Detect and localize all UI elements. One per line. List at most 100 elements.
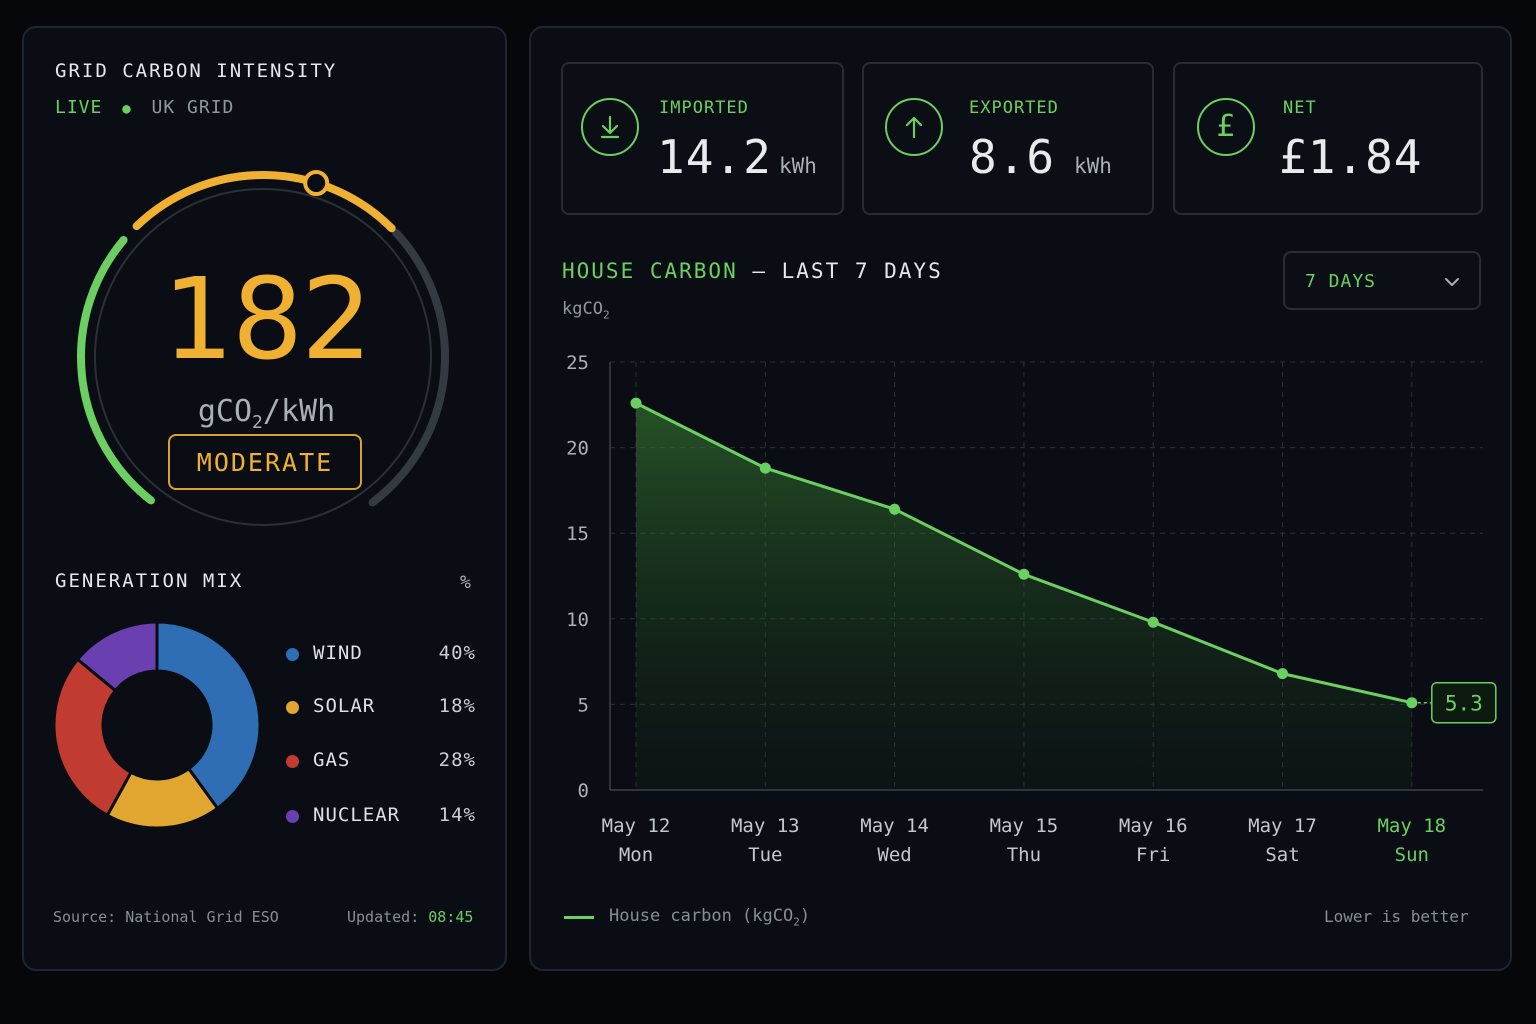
- generation-mix-donut: [54, 620, 262, 830]
- net-card: £ NET £1.84: [1173, 62, 1483, 215]
- live-indicator: LIVE ● UK GRID: [55, 97, 234, 118]
- range-dropdown[interactable]: 7 DAYS: [1283, 251, 1481, 310]
- updated-time: 08:45: [428, 908, 474, 926]
- chevron-down-icon: [1445, 278, 1459, 286]
- x-tick-label: May 18: [1377, 815, 1446, 837]
- y-tick-label: 5: [578, 694, 589, 716]
- x-tick-label: May 14: [860, 815, 929, 837]
- unit-suffix: /kWh: [262, 394, 336, 429]
- chart-legend-label: House carbon (kgCO2): [609, 906, 810, 928]
- x-tick-sublabel: Fri: [1136, 844, 1170, 866]
- gauge-arc-moderate: [132, 171, 396, 233]
- callout-box: [1431, 681, 1497, 724]
- y-unit-sub: 2: [602, 308, 610, 322]
- data-point: [630, 397, 642, 409]
- wind-dot-icon: [286, 648, 299, 661]
- donut-slice-wind: [155, 620, 262, 811]
- data-point: [1018, 568, 1030, 580]
- data-source: Source: National Grid ESO: [53, 908, 279, 926]
- status-badge: MODERATE: [168, 434, 362, 490]
- intensity-unit: gCO2/kWh: [24, 394, 509, 433]
- y-tick-label: 25: [566, 352, 589, 374]
- live-dot-icon: ●: [122, 101, 132, 117]
- data-point: [1147, 616, 1159, 628]
- x-tick-label: May 12: [602, 815, 671, 837]
- legend-item-solar: SOLAR 18%: [286, 695, 476, 719]
- grid-intensity-title: GRID CARBON INTENSITY: [55, 60, 338, 82]
- y-tick-label: 15: [566, 523, 589, 545]
- chart-title: HOUSE CARBON — LAST 7 DAYS: [562, 259, 943, 283]
- x-tick-label: May 13: [731, 815, 800, 837]
- arrow-down-icon: [581, 98, 639, 156]
- legend-sub: 2: [793, 915, 800, 929]
- x-tick-label: May 17: [1248, 815, 1317, 837]
- legend-label: SOLAR: [313, 695, 376, 717]
- updated-label: Updated:: [347, 908, 429, 926]
- chart-title-range: — LAST 7 DAYS: [737, 259, 943, 283]
- legend-label: WIND: [313, 642, 363, 664]
- generation-mix-unit: %: [460, 572, 471, 593]
- generation-mix-title: GENERATION MIX: [55, 570, 244, 592]
- x-tick-label: May 16: [1119, 815, 1188, 837]
- exported-card: EXPORTED 8.6 kWh: [862, 62, 1154, 215]
- callout-value: 5.3: [1445, 692, 1483, 716]
- x-tick-sublabel: Thu: [1007, 844, 1041, 866]
- legend-item-nuclear: NUCLEAR 14%: [286, 804, 476, 828]
- chart-note: Lower is better: [1324, 907, 1469, 926]
- live-label: LIVE: [55, 97, 103, 118]
- imported-unit: kWh: [779, 154, 817, 178]
- data-point: [759, 462, 771, 474]
- exported-value: 8.6: [969, 130, 1056, 184]
- y-tick-label: 10: [566, 609, 589, 631]
- legend-value: 18%: [438, 695, 476, 717]
- imported-card: IMPORTED 14.2 kWh: [561, 62, 844, 215]
- house-carbon-chart: 0 5 10 15 20 25 May 12 Mon May 13 Tue May 14 Wed May…: [566, 352, 1497, 866]
- y-tick-label: 20: [566, 438, 589, 460]
- legend-item-wind: WIND 40%: [286, 642, 476, 666]
- legend-value: 28%: [438, 749, 476, 771]
- nuclear-dot-icon: [286, 810, 299, 823]
- unit-sub: 2: [252, 412, 263, 433]
- x-tick-sublabel: Sat: [1265, 844, 1299, 866]
- unit-prefix: gCO: [197, 394, 253, 429]
- gauge-track-high: [368, 228, 449, 507]
- gauge-inner-ring: [94, 188, 432, 526]
- donut-slice-nuclear: [75, 620, 159, 693]
- house-carbon-panel: IMPORTED 14.2 kWh EXPORTED 8.6 kWh £ NET…: [529, 26, 1512, 971]
- arrow-up-icon: [885, 98, 943, 156]
- y-tick-label: 0: [578, 780, 589, 802]
- chart-title-main: HOUSE CARBON: [562, 259, 738, 283]
- intensity-gauge: [77, 170, 449, 526]
- exported-label: EXPORTED: [969, 98, 1059, 118]
- x-tick-sublabel: Sun: [1395, 844, 1429, 866]
- legend-line-icon: [564, 916, 594, 919]
- gas-dot-icon: [286, 755, 299, 768]
- range-dropdown-label: 7 DAYS: [1305, 271, 1377, 292]
- net-label: NET: [1283, 98, 1317, 118]
- imported-value: 14.2: [657, 130, 772, 184]
- last-value-callout: 5.3: [1417, 681, 1497, 724]
- pound-icon: £: [1197, 98, 1255, 156]
- legend-item-gas: GAS 28%: [286, 749, 476, 773]
- intensity-value: 182: [162, 255, 373, 385]
- legend-label: NUCLEAR: [313, 804, 401, 826]
- legend-prefix: House carbon (kgCO: [609, 906, 794, 926]
- gauge-marker-icon: [303, 170, 330, 196]
- x-tick-sublabel: Tue: [748, 844, 782, 866]
- x-tick-label: May 15: [990, 815, 1059, 837]
- donut-slice-gas: [54, 657, 134, 818]
- x-tick-sublabel: Wed: [877, 844, 911, 866]
- legend-suffix: ): [799, 906, 811, 926]
- series-points: [630, 397, 1418, 709]
- grid-intensity-panel: GRID CARBON INTENSITY LIVE ● UK GRID 182…: [22, 26, 507, 971]
- last-updated: Updated: 08:45: [347, 908, 473, 926]
- legend-value: 40%: [438, 642, 476, 664]
- data-point: [1406, 697, 1418, 709]
- net-value: £1.84: [1279, 130, 1423, 184]
- legend-value: 14%: [438, 804, 476, 826]
- data-point: [1277, 668, 1288, 680]
- series-area: [636, 403, 1412, 790]
- x-tick-sublabel: Mon: [619, 844, 653, 866]
- gauge-arc-low: [77, 236, 155, 505]
- y-unit-prefix: kgCO: [562, 299, 603, 319]
